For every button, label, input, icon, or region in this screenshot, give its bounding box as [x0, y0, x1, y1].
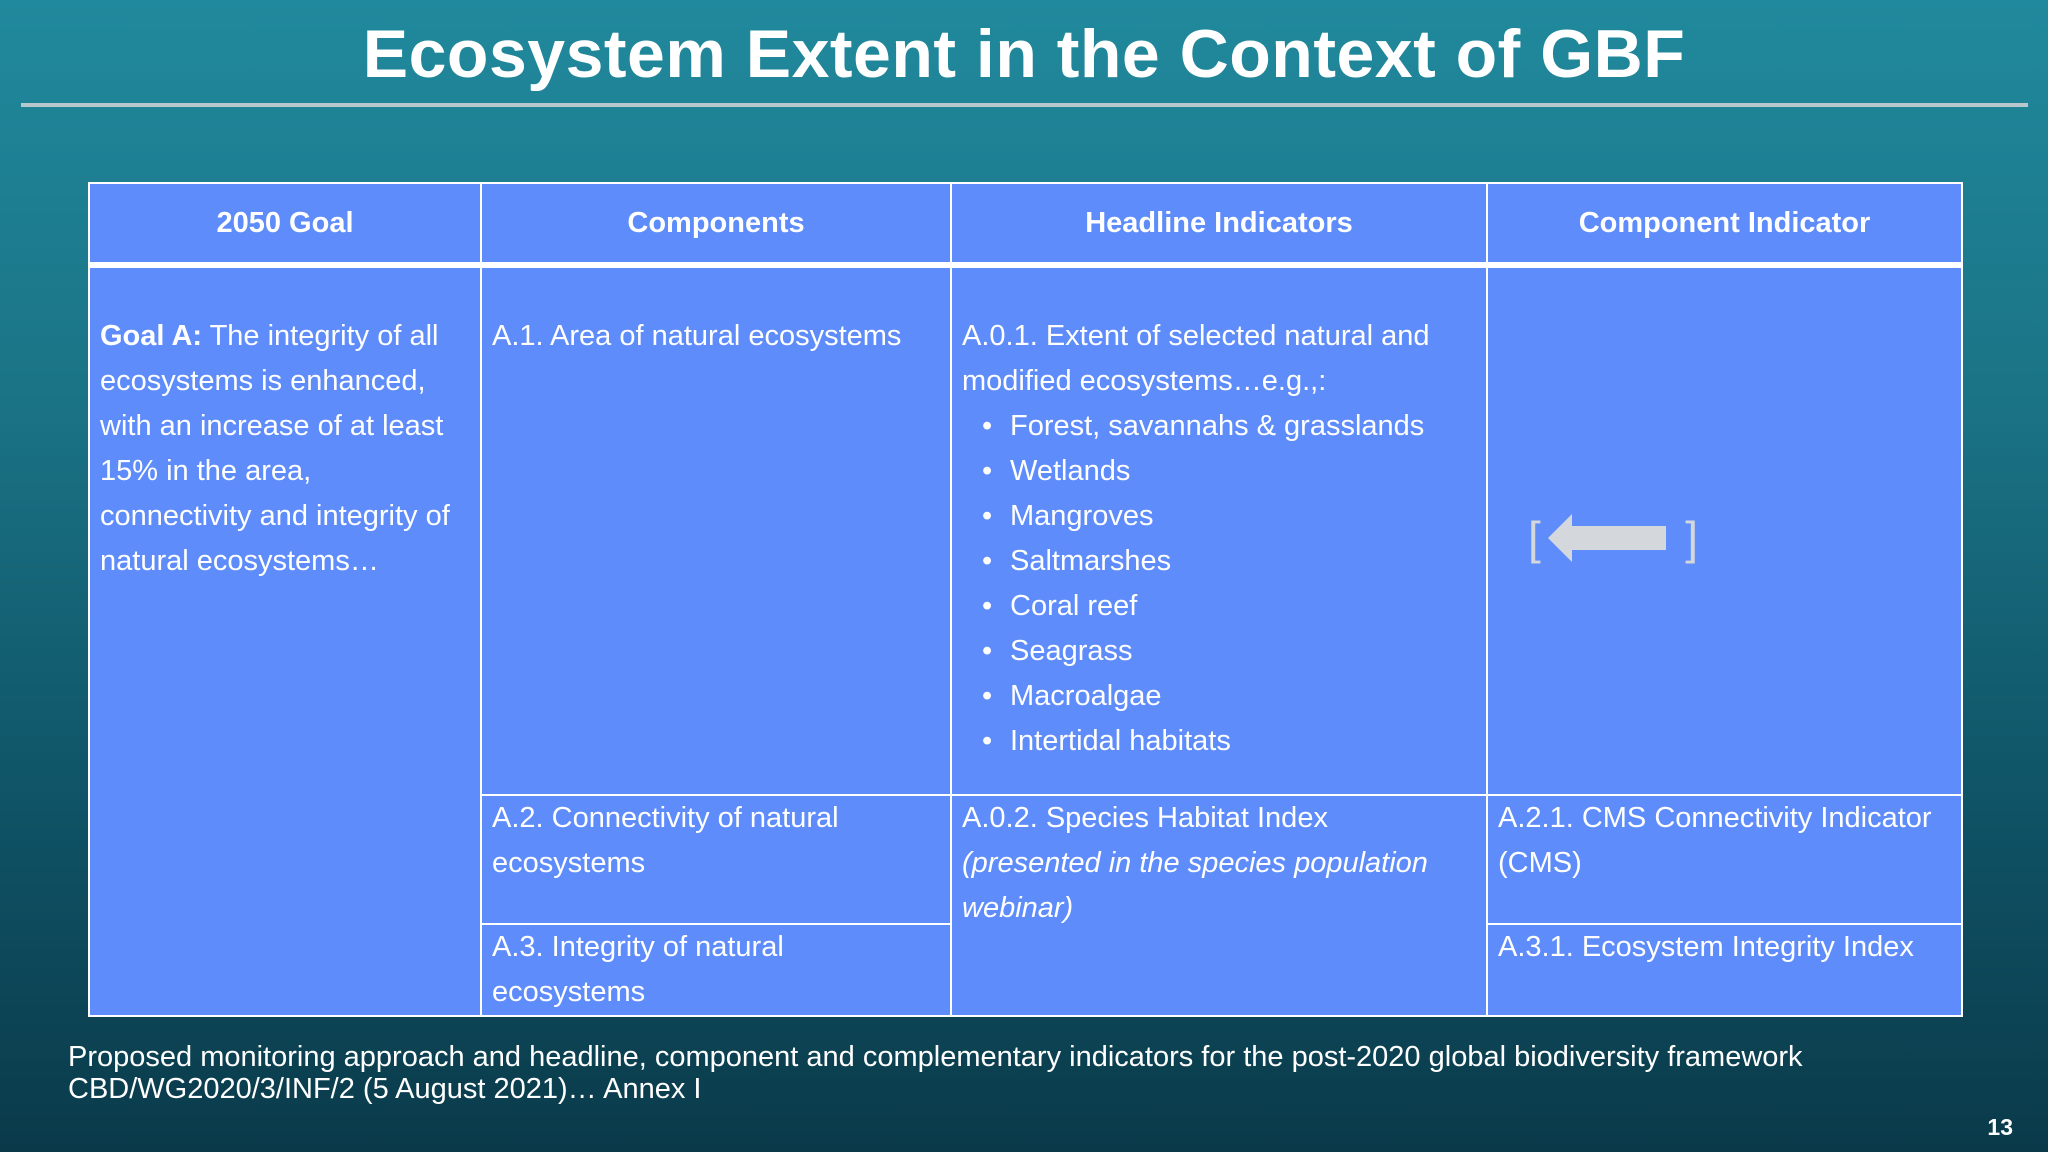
headline-a02-cell: A.0.2. Species Habitat Index (presented … — [950, 794, 1488, 1017]
header-component-indicator: Component Indicator — [1486, 182, 1963, 268]
ecosystem-list: Forest, savannahs & grasslands Wetlands … — [962, 404, 1476, 764]
component-indicator-a21: A.2.1. CMS Connectivity Indicator (CMS) — [1498, 802, 1932, 879]
list-item: Forest, savannahs & grasslands — [972, 404, 1476, 449]
table-row: A.3. Integrity of natural ecosystems A.3… — [89, 923, 1963, 1017]
slide-title: Ecosystem Extent in the Context of GBF — [362, 16, 1686, 92]
header-components: Components — [480, 182, 952, 268]
list-item: Wetlands — [972, 449, 1476, 494]
goal-label: Goal A: — [100, 320, 203, 352]
component-indicator-a31: A.3.1. Ecosystem Integrity Index — [1498, 931, 1914, 963]
list-item: Seagrass — [972, 629, 1476, 674]
table-row: A.2. Connectivity of natural ecosystems … — [89, 794, 1963, 1017]
goal-text: The integrity of all ecosystems is enhan… — [100, 320, 450, 577]
headline-a01-cell: A.0.1. Extent of selected natural and mo… — [950, 264, 1488, 796]
indicator-table: 2050 Goal Components Headline Indicators… — [88, 182, 1963, 1017]
page-number: 13 — [1987, 1114, 2013, 1140]
component-a2: A.2. Connectivity of natural ecosystems — [492, 802, 839, 879]
list-item: Intertidal habitats — [972, 719, 1476, 764]
goal-cell: Goal A: The integrity of all ecosystems … — [88, 264, 482, 1017]
list-item: Mangroves — [972, 494, 1476, 539]
list-item: Coral reef — [972, 584, 1476, 629]
component-indicator-a21-cell: A.2.1. CMS Connectivity Indicator (CMS) — [1486, 794, 1963, 925]
source-line-1: Proposed monitoring approach and headlin… — [68, 1041, 1803, 1073]
left-arrow-icon — [1548, 514, 1666, 562]
pending-indicator-placeholder: [ ] — [1528, 510, 1698, 566]
table-header-row: 2050 Goal Components Headline Indicators… — [88, 182, 1963, 268]
component-a1: A.1. Area of natural ecosystems — [492, 320, 902, 352]
list-item: Saltmarshes — [972, 539, 1476, 584]
component-a2-cell: A.2. Connectivity of natural ecosystems — [480, 794, 952, 925]
headline-a02-note: (presented in the species population web… — [962, 847, 1428, 924]
header-2050-goal: 2050 Goal — [88, 182, 482, 268]
headline-a02-text: A.0.2. Species Habitat Index — [962, 802, 1328, 834]
left-bracket: [ — [1528, 512, 1541, 564]
component-a3: A.3. Integrity of natural ecosystems — [492, 931, 784, 1008]
component-a1-cell: A.1. Area of natural ecosystems — [480, 264, 952, 796]
source-line-2: CBD/WG2020/3/INF/2 (5 August 2021)… Anne… — [68, 1073, 702, 1105]
headline-a01-text: A.0.1. Extent of selected natural and mo… — [962, 320, 1430, 397]
table-row: Goal A: The integrity of all ecosystems … — [88, 264, 1963, 1017]
header-headline-indicators: Headline Indicators — [950, 182, 1488, 268]
list-item: Macroalgae — [972, 674, 1476, 719]
source-citation: Proposed monitoring approach and headlin… — [68, 1041, 1988, 1105]
title-divider — [21, 103, 2028, 107]
component-a3-cell: A.3. Integrity of natural ecosystems — [480, 923, 952, 1017]
right-bracket: ] — [1685, 512, 1698, 564]
component-indicator-a31-cell: A.3.1. Ecosystem Integrity Index — [1486, 923, 1963, 1017]
